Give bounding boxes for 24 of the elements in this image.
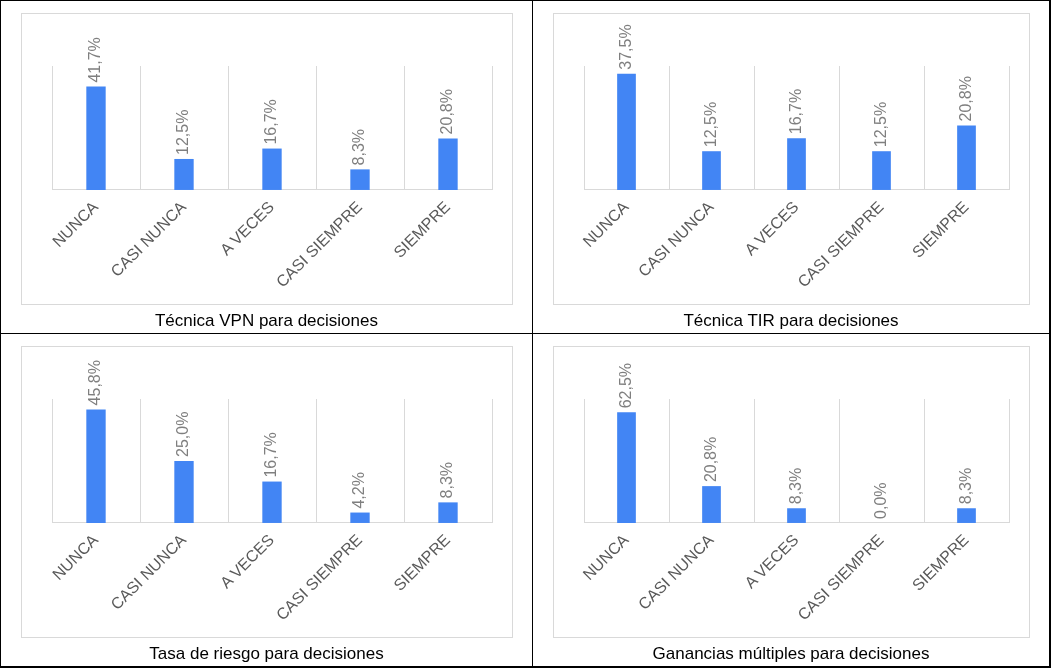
data-label: 20,8% [956,76,974,122]
data-label: 12,5% [871,101,889,148]
text: Tasa de riesgo para decisiones [148,644,385,664]
data-label: 8,3% [956,467,974,505]
data-label: 8,3% [786,467,804,505]
data-label: 62,5% [616,362,634,409]
data-label: 16,7% [786,88,804,135]
data-label: 25,0% [174,411,192,457]
data-label: 0,0% [871,482,889,519]
text: Técnica TIR para decisiones [682,311,900,331]
data-label: 16,7% [262,99,280,145]
data-label: 45,8% [86,360,104,406]
data-label: 8,3% [438,461,456,499]
text: Ganancias múltiples para decisiones [651,644,931,664]
data-label: 20,8% [438,89,456,135]
data-label: 8,3% [350,128,368,166]
data-label: 4,2% [350,472,368,509]
data-label: 20,8% [701,436,719,483]
data-label: 41,7% [86,37,104,83]
data-label: 37,5% [616,24,634,70]
data-label: 16,7% [262,432,280,478]
data-label: 12,5% [701,101,719,148]
text: Técnica VPN para decisiones [154,311,379,331]
data-label: 12,5% [174,109,192,155]
